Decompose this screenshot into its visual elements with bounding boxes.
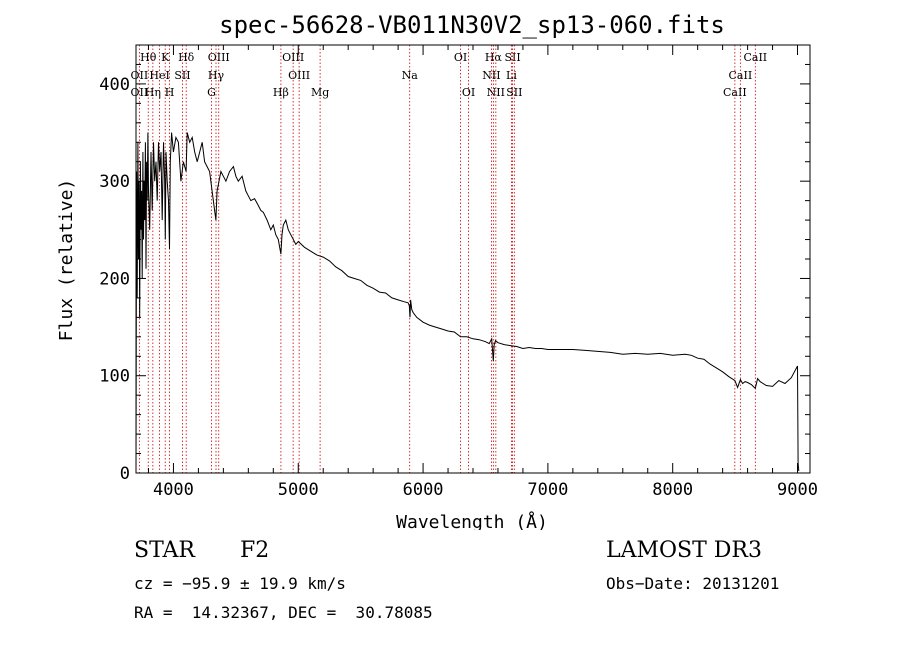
x-tick-label: 9000: [777, 480, 818, 500]
line-marker-label: OII: [131, 69, 149, 82]
line-marker-label: SII: [174, 69, 190, 82]
line-marker-label: G: [207, 86, 216, 99]
y-tick-label: 0: [120, 464, 130, 484]
line-marker-label: CaII: [743, 51, 767, 64]
line-marker-label: SII: [504, 51, 520, 64]
object-subclass: F2: [240, 538, 270, 563]
chart-title: spec-56628-VB011N30V2_sp13-060.fits: [219, 11, 725, 39]
survey-name: LAMOST DR3: [606, 538, 762, 563]
line-marker-label: CaII: [723, 86, 747, 99]
line-marker-label: CaII: [729, 69, 753, 82]
line-marker-label: Li: [506, 69, 517, 82]
spectrum-chart: spec-56628-VB011N30V2_sp13-060.fits Hθ K H…: [56, 11, 818, 530]
y-tick-label: 400: [99, 75, 130, 95]
line-marker-label: OIII: [208, 51, 230, 64]
line-marker-label: OIII: [282, 51, 304, 64]
line-marker-label: OI: [454, 51, 467, 64]
line-marker-label: Hβ: [273, 86, 289, 99]
x-tick-label: 4000: [153, 480, 194, 500]
line-marker-label: OIII: [288, 69, 310, 82]
object-class: STAR: [134, 538, 195, 563]
line-marker-label: H: [165, 86, 175, 99]
plot-frame: [135, 44, 811, 474]
y-tick-label: 200: [99, 269, 130, 289]
line-marker-label: K: [161, 51, 170, 64]
line-marker-label: SII: [506, 86, 522, 99]
line-marker-label: Hη: [145, 86, 161, 99]
y-tick-label: 100: [99, 367, 130, 387]
line-marker-label: NII: [487, 86, 505, 99]
line-marker-label: Na: [402, 69, 419, 82]
x-axis-label: Wavelength (Å): [396, 511, 548, 530]
x-tick-label: 5000: [278, 480, 319, 500]
axis-ticks: 4000 5000 6000 7000 8000 9000 0 100 200 300 400: [99, 45, 818, 500]
y-tick-label: 300: [99, 172, 130, 192]
spectrum-series-line: [135, 132, 800, 472]
y-axis-label: Flux (relative): [56, 179, 77, 342]
x-tick-label: 7000: [527, 480, 568, 500]
line-marker-label: Mg: [311, 86, 329, 99]
x-tick-label: 6000: [403, 480, 444, 500]
line-marker-label: HeI: [149, 69, 169, 82]
observation-date: Obs−Date: 20131201: [606, 574, 780, 593]
line-marker-label: Hδ: [178, 51, 195, 64]
line-marker-label: NII: [482, 69, 500, 82]
line-marker-label: Hα: [485, 51, 503, 64]
line-marker-label: Hθ: [140, 51, 157, 64]
line-marker-label: OI: [462, 86, 475, 99]
line-marker-label: OII: [131, 86, 149, 99]
coordinates: RA = 14.32367, DEC = 30.78085: [134, 603, 433, 622]
x-tick-label: 8000: [652, 480, 693, 500]
line-marker-label: Hγ: [208, 69, 225, 82]
redshift-velocity: cz = −95.9 ± 19.9 km/s: [134, 574, 346, 593]
